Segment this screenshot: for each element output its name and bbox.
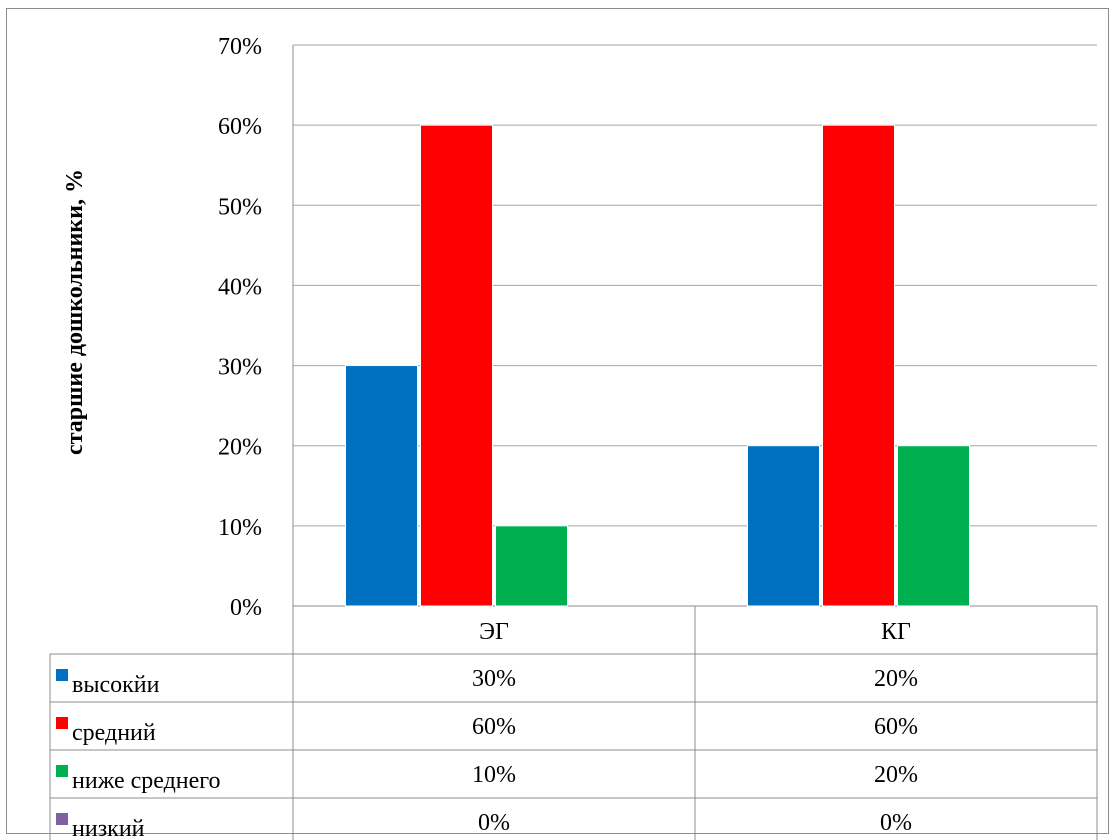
bar	[897, 445, 970, 607]
bar	[420, 124, 493, 607]
y-tick-label: 30%	[218, 355, 262, 381]
y-tick-label: 20%	[218, 435, 262, 461]
y-tick-label: 60%	[218, 114, 262, 140]
series-name: ниже среднего	[72, 768, 221, 794]
y-axis-label: старшие дошкольники, %	[62, 169, 88, 455]
bar	[822, 124, 895, 607]
y-tick-label: 50%	[218, 194, 262, 220]
bar	[495, 525, 568, 607]
y-tick-label: 70%	[218, 34, 262, 60]
legend-key	[56, 813, 68, 825]
table-value: 0%	[478, 810, 510, 836]
y-tick-label: 0%	[230, 595, 262, 621]
table-value: 60%	[874, 714, 918, 740]
legend-key	[56, 669, 68, 681]
legend-key	[56, 717, 68, 729]
category-label: ЭГ	[479, 619, 509, 645]
bar	[747, 445, 820, 607]
data-table: ЭГ КГ высокйи 30% 20% средний 60% 60% ниже средн…	[49, 606, 1098, 840]
legend-key	[56, 765, 68, 777]
series-name: средний	[72, 720, 156, 746]
bar	[345, 365, 418, 607]
table-value: 20%	[874, 762, 918, 788]
table-value: 30%	[472, 666, 516, 692]
category-label: КГ	[881, 619, 911, 645]
series-name: низкий	[72, 816, 145, 840]
table-value: 0%	[880, 810, 912, 836]
chart-frame	[6, 8, 1109, 834]
series-name: высокйи	[72, 672, 160, 698]
y-tick-label: 40%	[218, 274, 262, 300]
bars	[345, 124, 970, 607]
y-tick-labels: 0% 10% 20% 30% 40% 50% 60% 70%	[218, 34, 262, 621]
table-value: 20%	[874, 666, 918, 692]
table-value: 60%	[472, 714, 516, 740]
table-value: 10%	[472, 762, 516, 788]
y-tick-label: 10%	[218, 515, 262, 541]
